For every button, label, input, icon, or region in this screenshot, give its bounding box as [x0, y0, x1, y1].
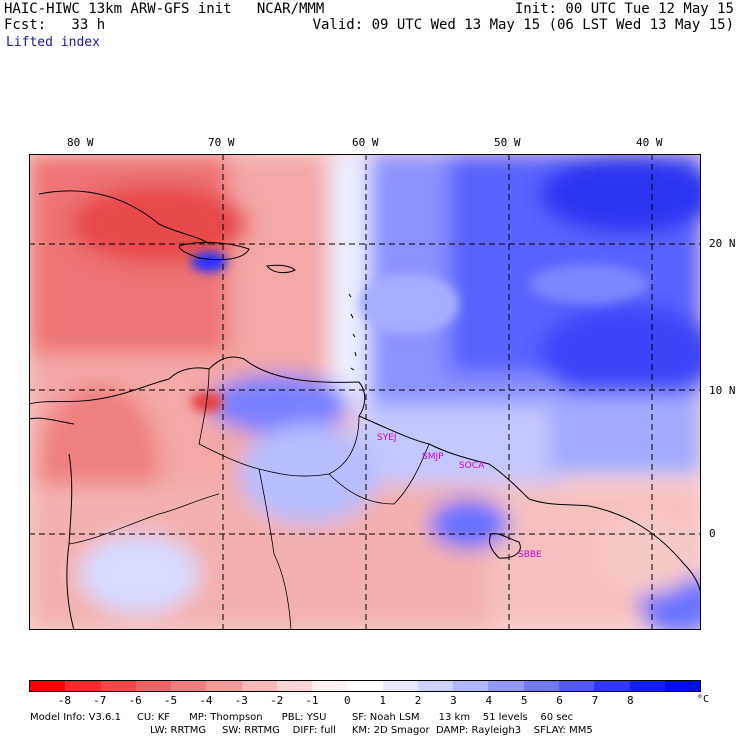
valid-time: Valid: 09 UTC Wed 13 May 15 (06 LST Wed …	[312, 17, 734, 33]
colorbar-tick-label: 6	[556, 694, 563, 707]
colorbar-tick-label: 0	[344, 694, 351, 707]
colorbar-tick-label: 1	[379, 694, 386, 707]
colorbar-tick-label: 3	[450, 694, 457, 707]
coastlines	[28, 190, 702, 631]
lat-label-10n: 10 N	[709, 384, 736, 397]
lon-label-70w: 70 W	[208, 136, 235, 149]
colorbar-swatch	[135, 681, 172, 691]
lon-label-60w: 60 W	[352, 136, 379, 149]
colorbar-tick-label: 7	[591, 694, 599, 707]
forecast-hour: Fcst: 33 h	[4, 17, 106, 33]
colorbar-tick-label: -1	[305, 694, 319, 707]
graticule	[29, 154, 701, 630]
lon-label-40w: 40 W	[636, 136, 663, 149]
lat-label-20n: 20 N	[709, 237, 736, 250]
colorbar-swatch	[171, 681, 207, 691]
colorbar-swatch	[241, 681, 277, 691]
colorbar-tick-label: -7	[93, 694, 107, 707]
colorbar-tick-label: 8	[626, 694, 634, 707]
colorbar-tick-label: -5	[163, 694, 178, 707]
model-info-line-1: Model Info: V3.6.1 CU: KF MP: Thompson P…	[30, 712, 574, 723]
lifted-index-map: SYEJ SMJP SOCA SBBE	[28, 154, 719, 634]
field-name: Lifted index	[6, 35, 100, 50]
map-canvas: SYEJ SMJP SOCA SBBE	[28, 154, 719, 634]
colorbar-tick-label: 2	[414, 694, 422, 707]
colorbar-tick-label: -4	[199, 694, 213, 707]
colorbar-tick-label: 4	[485, 694, 493, 707]
colorbar-swatch	[558, 681, 595, 691]
colorbar-swatch	[488, 681, 524, 691]
lon-label-50w: 50 W	[494, 136, 521, 149]
colorbar-swatch	[65, 681, 101, 691]
colorbar-tick-label: 5	[520, 694, 528, 707]
colorbar-swatch	[206, 681, 242, 691]
colorbar-tick-label: -2	[269, 694, 284, 707]
colorbar	[29, 680, 701, 692]
map-frame	[29, 154, 701, 630]
colorbar-ticks: -8 -7 -6 -5 -4 -3 -2 -1 0 1 2 3 4 5 6 7 8	[29, 694, 701, 708]
colorbar-swatch	[417, 681, 454, 691]
colorbar-swatch	[453, 681, 489, 691]
model-info-line-2: LW: RRTMG SW: RRTMG DIFF: full KM: 2D Sm…	[150, 725, 593, 736]
init-time: Init: 00 UTC Tue 12 May 15	[514, 1, 734, 17]
station-sbbe: SBBE	[518, 550, 542, 560]
colorbar-swatch	[594, 681, 630, 691]
station-smjp: SMJP	[422, 452, 444, 462]
colorbar-swatch	[347, 681, 383, 691]
colorbar-tick-label: -6	[128, 694, 142, 707]
colorbar-swatch	[664, 681, 701, 691]
li-field-shading	[29, 154, 719, 634]
li-fine-structure	[191, 252, 649, 412]
station-syej: SYEJ	[377, 433, 397, 443]
colorbar-swatch	[276, 681, 313, 691]
colorbar-swatch	[629, 681, 665, 691]
station-soca: SOCA	[459, 461, 485, 471]
colorbar-tick-label: -8	[57, 694, 71, 707]
lon-label-80w: 80 W	[67, 136, 94, 149]
colorbar-unit: °C	[697, 694, 710, 705]
colorbar-swatch	[382, 681, 418, 691]
colorbar-swatch	[312, 681, 348, 691]
model-title: HAIC-HIWC 13km ARW-GFS init NCAR/MMM	[4, 1, 325, 17]
colorbar-tick-label: -3	[234, 694, 248, 707]
colorbar-swatch	[523, 681, 559, 691]
colorbar-swatch	[30, 681, 66, 691]
colorbar-swatch	[100, 681, 136, 691]
lat-label-0: 0	[709, 527, 716, 540]
